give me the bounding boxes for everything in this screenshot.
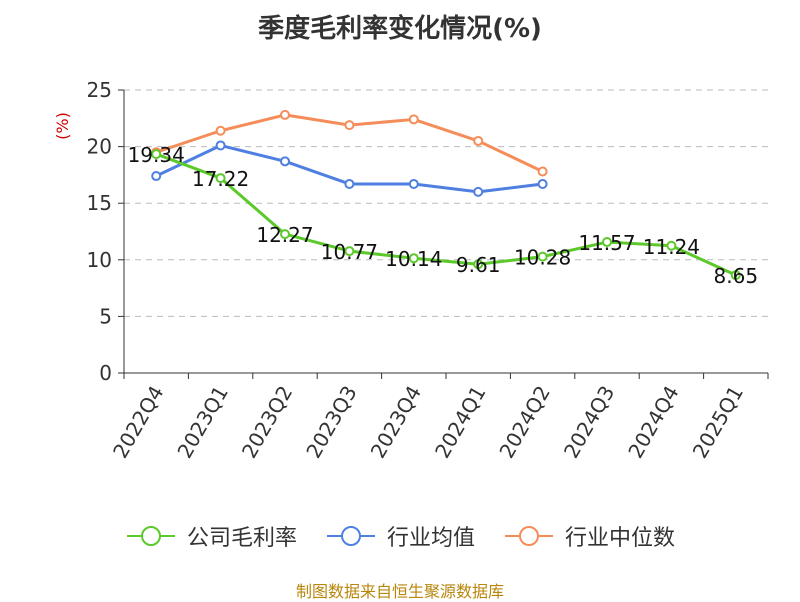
legend-item[interactable]: 行业均值: [325, 520, 475, 552]
data-label: 17.22: [192, 167, 249, 191]
data-point: [473, 135, 484, 146]
data-point: [215, 140, 226, 151]
data-point: [280, 229, 290, 240]
data-label: 11.57: [578, 231, 635, 255]
data-point: [537, 178, 548, 189]
x-tick-label: 2023Q4: [366, 382, 426, 463]
data-point: [280, 156, 290, 167]
y-axis-unit-label: (%): [53, 112, 72, 140]
x-tick-label: 2023Q1: [172, 382, 232, 463]
data-point: [151, 149, 162, 160]
x-tick-label: 2024Q1: [430, 382, 490, 463]
data-label: 12.27: [256, 223, 313, 247]
y-tick-label: 20: [87, 135, 112, 159]
y-tick-label: 15: [87, 191, 112, 215]
data-label: 19.34: [128, 143, 185, 167]
data-point: [730, 270, 741, 281]
data-label: 8.65: [714, 264, 759, 288]
y-tick-label: 5: [99, 304, 112, 328]
data-point: [344, 178, 355, 189]
legend-marker-icon: [126, 526, 175, 546]
data-point: [537, 166, 548, 177]
data-point: [151, 171, 162, 182]
legend-label: 行业中位数: [565, 526, 676, 551]
data-point: [602, 237, 612, 248]
data-point: [537, 251, 548, 262]
data-label: 11.24: [643, 235, 700, 259]
y-tick-label: 10: [87, 248, 112, 272]
x-tick-label: 2022Q4: [108, 382, 168, 463]
x-tick-label: 2024Q2: [494, 382, 554, 463]
data-point: [408, 114, 419, 125]
legend-item[interactable]: 行业中位数: [503, 520, 675, 552]
x-tick-label: 2024Q4: [623, 382, 683, 463]
data-point: [408, 253, 419, 264]
data-point: [473, 186, 484, 197]
x-tick-label: 2025Q1: [688, 382, 748, 463]
x-tick-label: 2023Q2: [237, 382, 297, 463]
data-point: [666, 240, 677, 251]
y-tick-label: 0: [99, 361, 112, 385]
data-point: [215, 125, 226, 136]
chart-title: 季度毛利率变化情况(%): [258, 14, 542, 44]
legend-marker-icon: [505, 526, 553, 546]
data-point: [280, 109, 290, 120]
legend-marker-icon: [326, 526, 375, 546]
data-label: 10.28: [514, 246, 571, 270]
data-label: 10.77: [321, 240, 378, 264]
data-label: 9.61: [456, 253, 501, 277]
data-point: [344, 120, 355, 131]
x-tick-label: 2023Q3: [301, 382, 361, 463]
x-tick-label: 2024Q3: [559, 382, 619, 463]
legend-label: 公司毛利率: [186, 526, 297, 551]
y-tick-label: 25: [87, 78, 112, 102]
data-point: [344, 246, 355, 257]
data-point: [215, 173, 226, 184]
data-point: [473, 259, 484, 270]
data-label: 10.14: [385, 247, 442, 271]
source-note: 制图数据来自恒生聚源数据库: [295, 582, 504, 601]
data-point: [408, 178, 419, 189]
legend-label: 行业均值: [386, 526, 475, 551]
series-line: [155, 152, 737, 277]
legend-item[interactable]: 公司毛利率: [125, 520, 297, 552]
chart-legend: 公司毛利率 行业均值 行业中位数: [0, 518, 800, 554]
